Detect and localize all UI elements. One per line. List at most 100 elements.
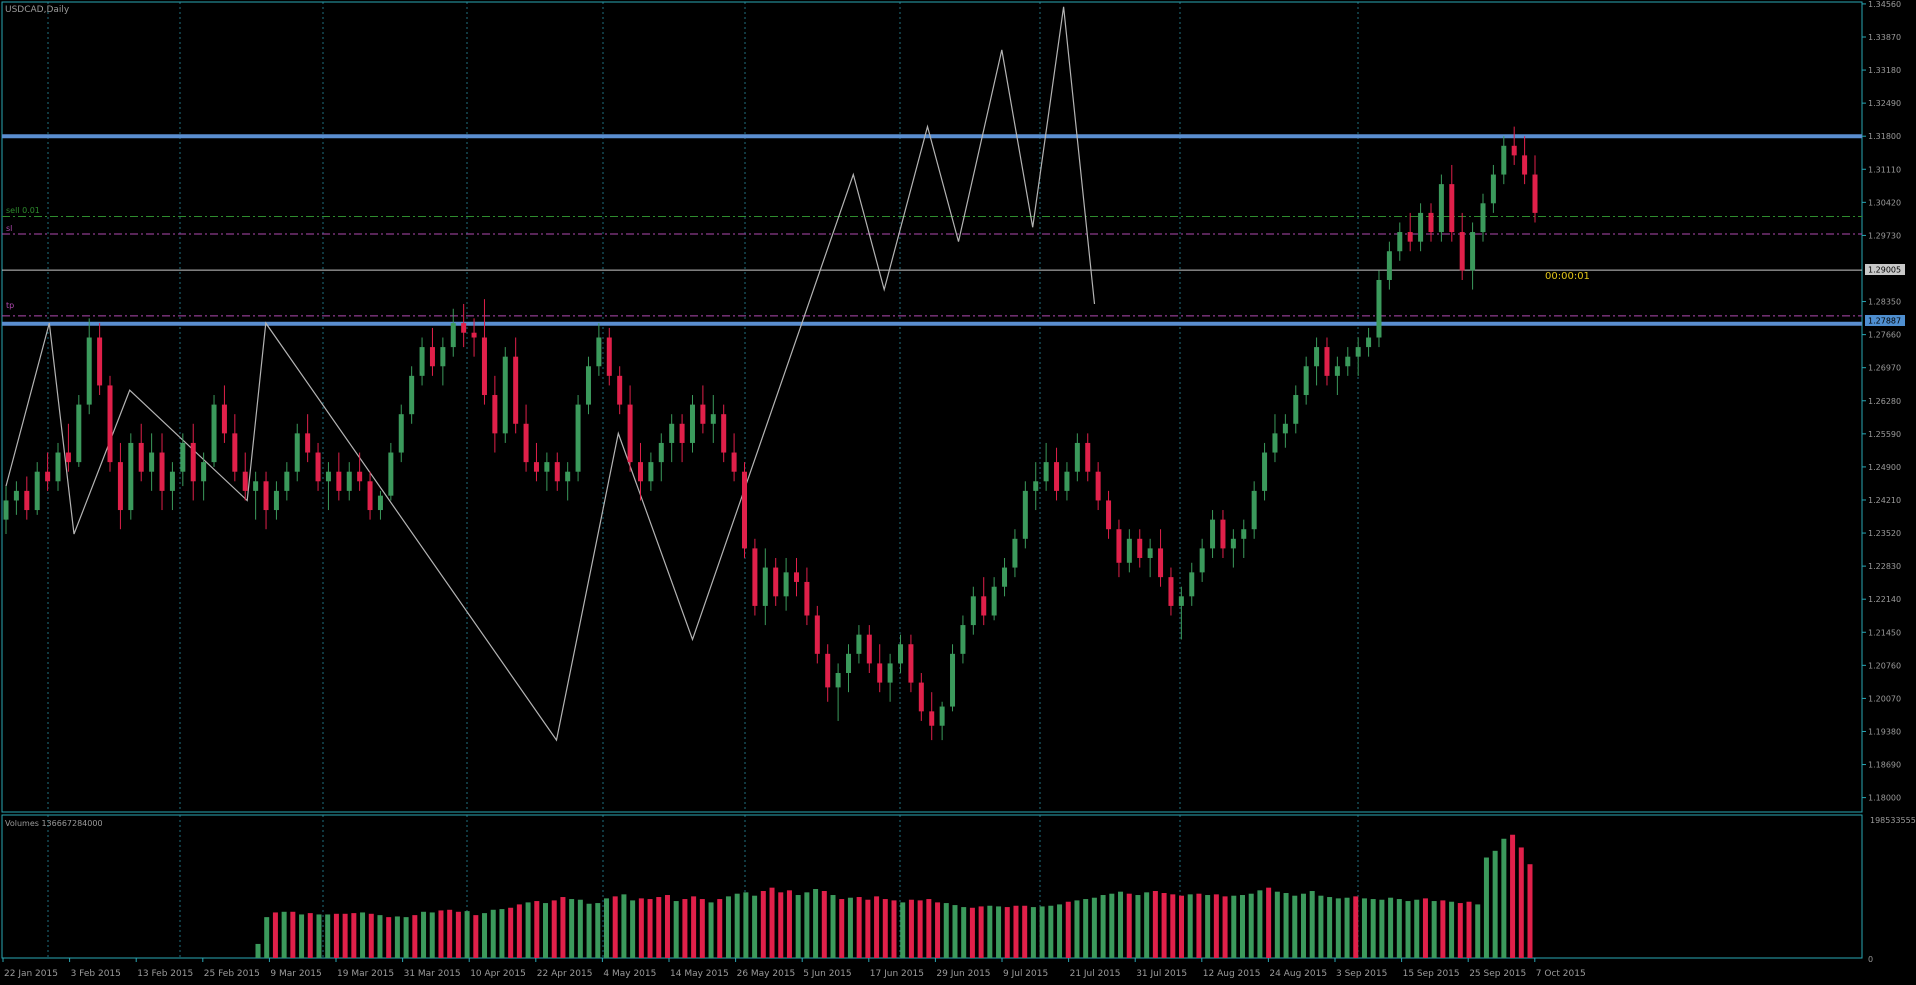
candle-body	[3, 500, 9, 520]
candle	[34, 462, 40, 515]
candle-body	[627, 404, 633, 463]
candle	[1282, 414, 1288, 448]
volume-bar	[1083, 899, 1089, 958]
candle	[1262, 442, 1268, 501]
candle-body	[648, 462, 654, 482]
volume-bar	[1231, 895, 1237, 958]
candle	[76, 395, 82, 467]
candle	[1490, 164, 1496, 213]
candle	[1178, 586, 1184, 640]
candle-body	[679, 423, 685, 443]
volume-bar	[699, 899, 705, 958]
volume-bar	[1057, 904, 1063, 958]
candle-body	[1282, 423, 1288, 434]
volume-bar	[569, 899, 575, 958]
candle-body	[513, 356, 519, 424]
candle-body	[741, 471, 747, 549]
candle	[398, 404, 404, 463]
candle-body	[585, 366, 591, 405]
volume-bar	[429, 912, 435, 958]
candle-body	[346, 471, 352, 491]
volume-bar	[394, 916, 400, 958]
candle	[513, 337, 519, 434]
x-tick-label: 25 Feb 2015	[204, 969, 260, 979]
candle	[1386, 241, 1392, 290]
candle	[1012, 529, 1018, 578]
candle	[440, 337, 446, 386]
candle-body	[773, 567, 779, 597]
bid-price-label: 1.29005	[1868, 266, 1901, 275]
candle	[814, 605, 820, 664]
volume-bar	[1475, 904, 1481, 958]
volume-bar	[987, 905, 993, 958]
x-tick-label: 17 Jun 2015	[870, 969, 924, 979]
candle	[273, 481, 279, 520]
candle	[929, 692, 935, 741]
candle-body	[398, 414, 404, 453]
candle	[1501, 136, 1507, 185]
volume-bar	[499, 909, 505, 958]
volume-bars	[255, 834, 1533, 958]
candle	[846, 644, 852, 693]
x-tick-label: 26 May 2015	[737, 969, 796, 979]
candle-body	[1199, 548, 1205, 573]
candle-body	[1397, 232, 1403, 252]
y-tick-label: 1.25590	[1868, 430, 1901, 439]
candle	[1210, 510, 1216, 558]
candle	[1303, 356, 1309, 405]
candle-body	[1386, 251, 1392, 280]
y-tick-label: 1.21450	[1868, 628, 1901, 637]
candle-body	[554, 462, 560, 482]
candle-body	[700, 404, 706, 424]
candle	[502, 347, 508, 443]
volume-bar	[952, 905, 958, 958]
volume-bar	[1135, 895, 1141, 958]
volume-bar	[1222, 896, 1228, 958]
candle	[253, 471, 259, 520]
horizontal-lines[interactable]	[2, 134, 1862, 326]
volume-bar	[943, 903, 949, 958]
candle	[1126, 529, 1132, 573]
volume-bar	[403, 917, 409, 958]
candle	[648, 452, 654, 491]
candle-body	[471, 332, 477, 338]
candle	[169, 462, 175, 511]
volume-bar	[865, 899, 871, 958]
candle	[898, 634, 904, 674]
candle-body	[1314, 347, 1320, 367]
candle-body	[1532, 174, 1538, 213]
y-tick-label: 1.18000	[1868, 794, 1901, 803]
volume-bar	[874, 896, 880, 958]
price-axis[interactable]: 1.34560 1.33870 1.33180 1.32490 1.31800 1.311…	[1862, 0, 1901, 803]
candle-body	[1095, 471, 1101, 501]
candle	[1189, 562, 1195, 606]
volume-bar	[560, 897, 566, 958]
candle	[721, 404, 727, 463]
volume-bar	[1361, 898, 1367, 958]
time-axis[interactable]: 22 Jan 2015 3 Feb 2015 13 Feb 2015 25 Feb 2…	[2, 958, 1586, 979]
candle	[1147, 538, 1153, 578]
candle-body	[1230, 538, 1236, 549]
candle	[1366, 327, 1372, 357]
volume-bar	[421, 911, 427, 958]
candle-body	[429, 347, 435, 367]
volume-bar	[525, 902, 531, 958]
candle-body	[866, 634, 872, 664]
candle-body	[450, 323, 456, 348]
candle-body	[533, 462, 539, 472]
volume-bar	[717, 899, 723, 958]
candle-body	[117, 462, 123, 511]
volume-bar	[1292, 895, 1298, 958]
candle	[409, 366, 415, 424]
candle-body	[877, 663, 883, 683]
candle-body	[523, 423, 529, 463]
candle	[1532, 155, 1538, 223]
volume-bar	[438, 910, 444, 958]
candle	[242, 452, 248, 501]
x-tick-label: 3 Feb 2015	[71, 969, 121, 979]
candle	[804, 567, 810, 626]
candle-body	[1366, 337, 1372, 348]
volume-panel-label: Volumes 136667284000	[5, 819, 103, 828]
volume-bar	[1205, 895, 1211, 958]
